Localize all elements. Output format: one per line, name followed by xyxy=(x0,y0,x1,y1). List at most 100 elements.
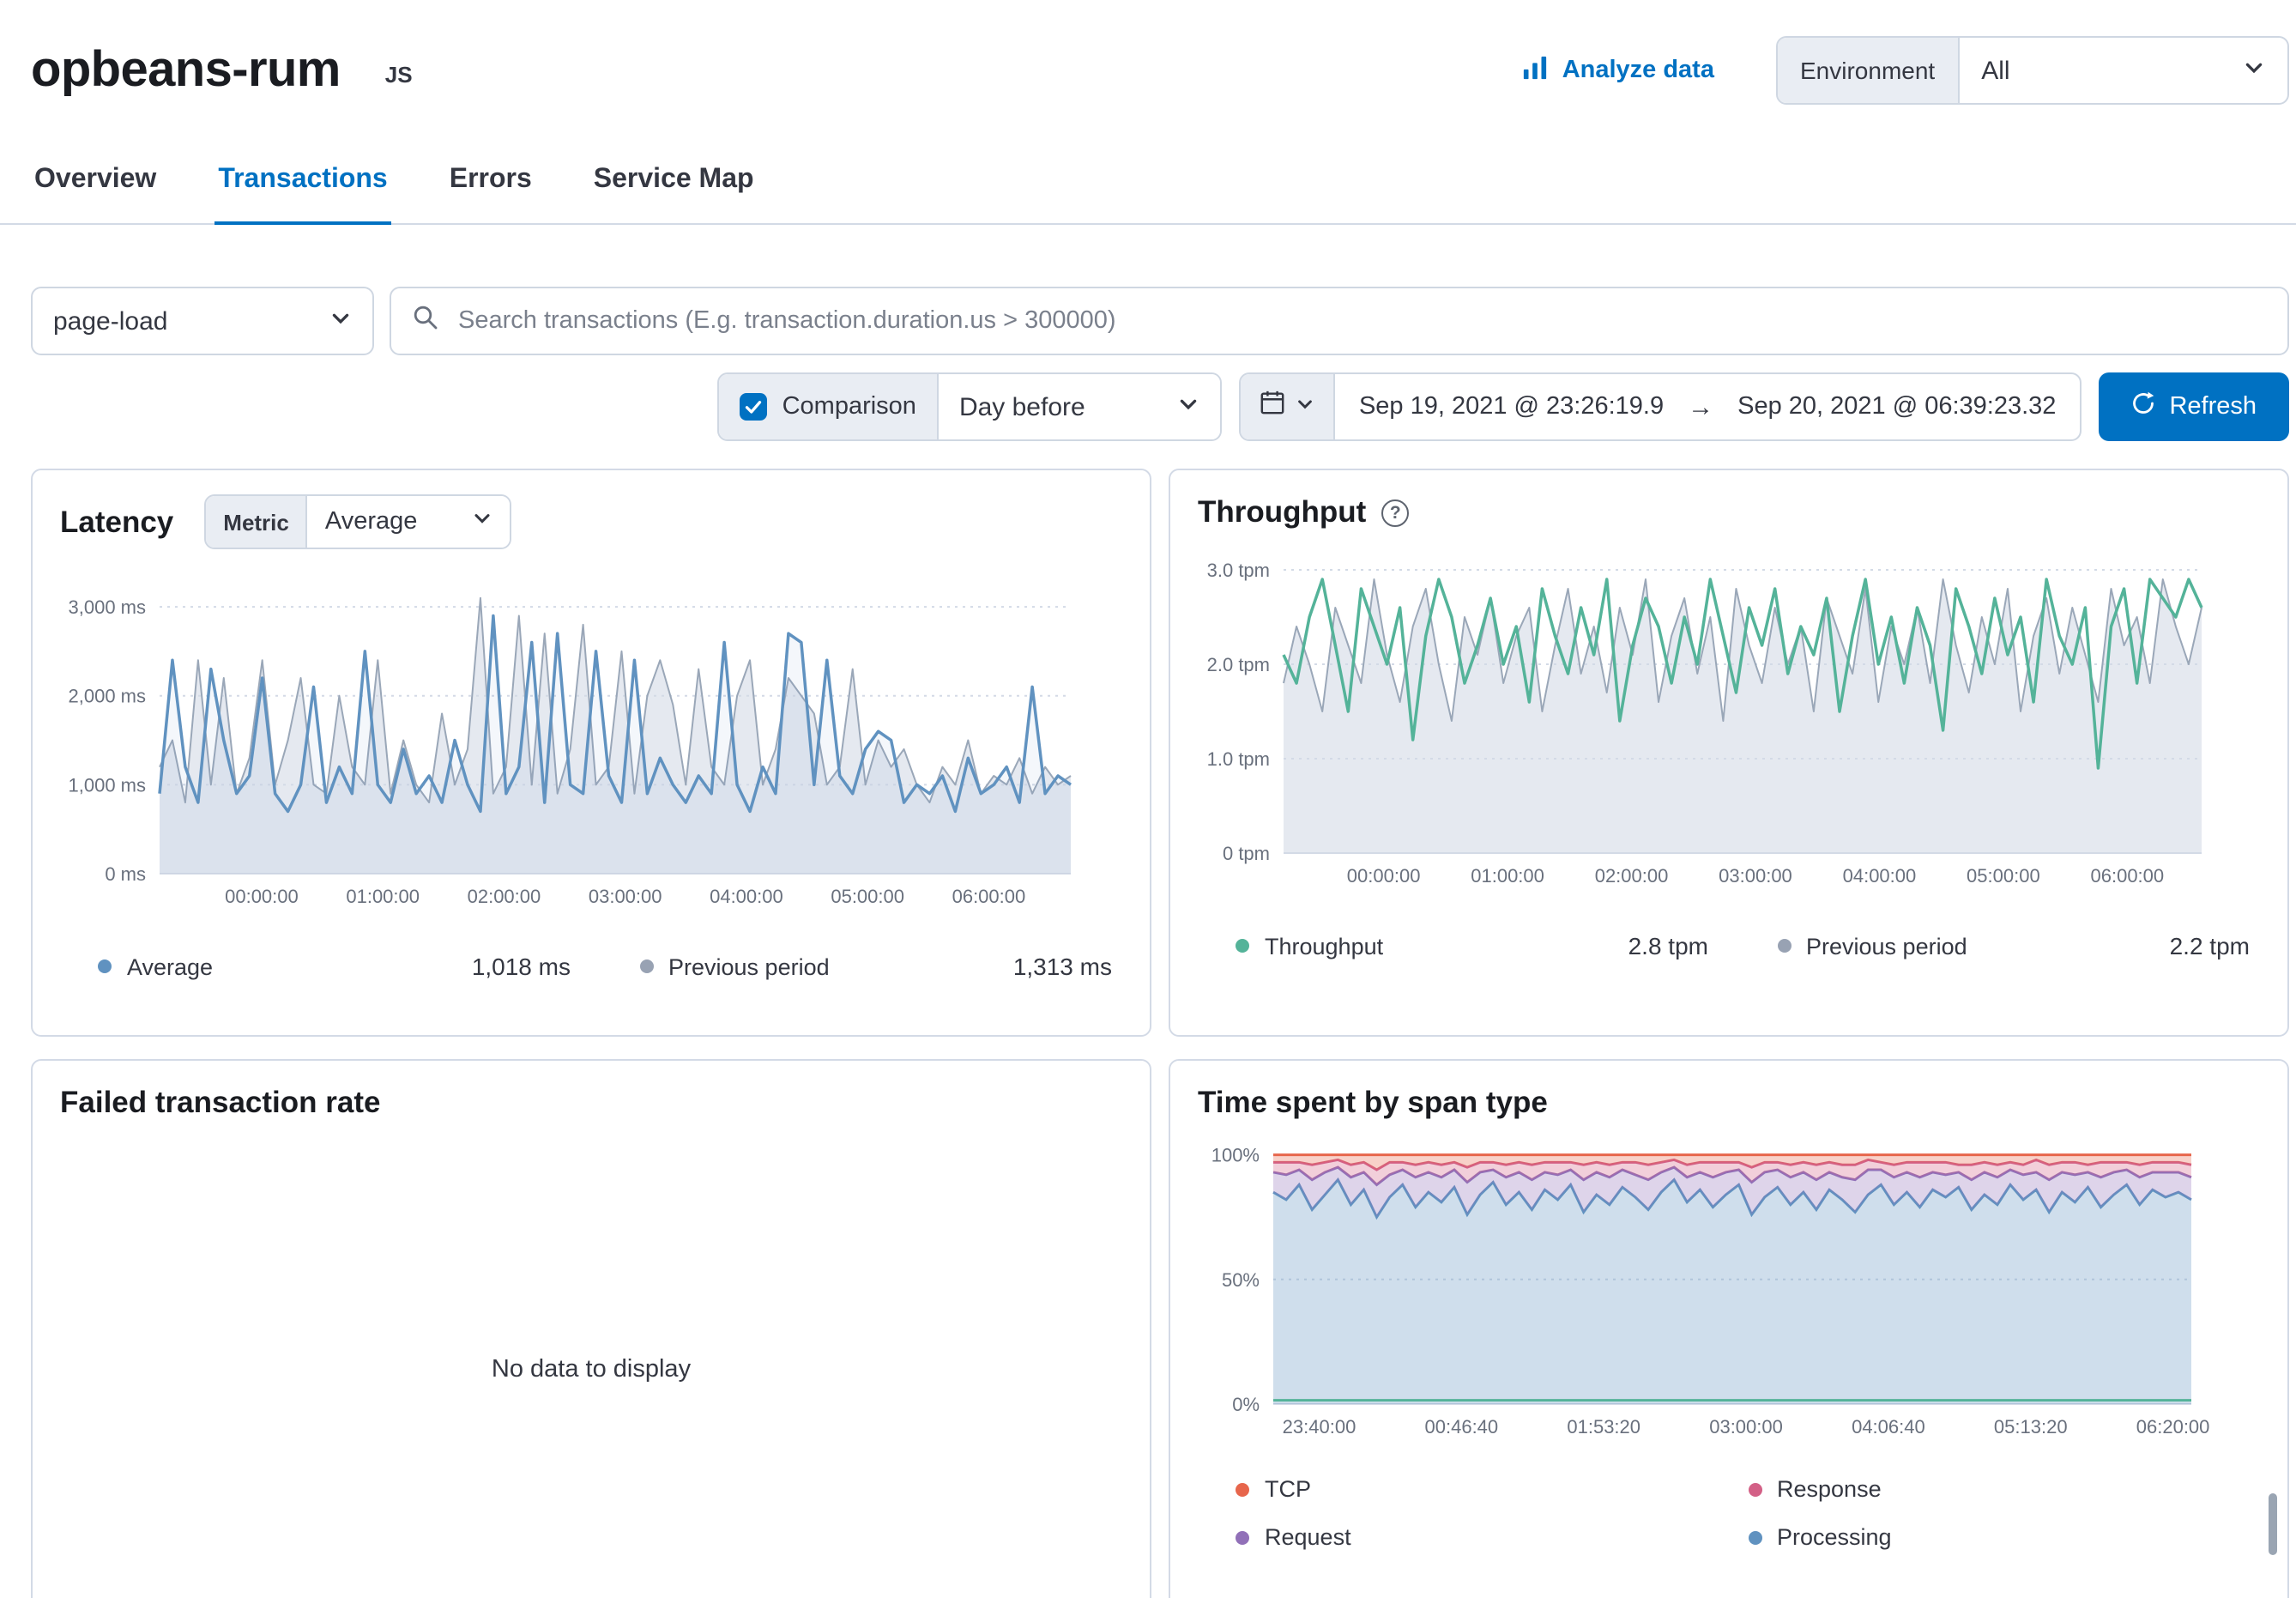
legend-dot xyxy=(1236,939,1249,953)
svg-text:05:00:00: 05:00:00 xyxy=(1967,865,2040,887)
legend-label: Processing xyxy=(1777,1524,1892,1550)
legend-label: TCP xyxy=(1265,1476,1311,1502)
date-end-field[interactable]: Sep 20, 2021 @ 06:39:23.32 xyxy=(1737,393,2057,421)
svg-text:03:00:00: 03:00:00 xyxy=(589,886,662,907)
svg-text:1,000 ms: 1,000 ms xyxy=(69,774,147,796)
search-transactions-box xyxy=(390,287,2289,355)
span-types-panel-head: Time spent by span type xyxy=(1198,1085,2260,1121)
svg-text:00:00:00: 00:00:00 xyxy=(225,886,299,907)
svg-text:01:00:00: 01:00:00 xyxy=(346,886,420,907)
svg-text:02:00:00: 02:00:00 xyxy=(468,886,541,907)
tab-errors[interactable]: Errors xyxy=(449,165,532,194)
environment-control: Environment All xyxy=(1776,36,2289,105)
chevron-down-icon xyxy=(329,306,352,336)
svg-text:100%: 100% xyxy=(1211,1145,1260,1166)
help-icon[interactable]: ? xyxy=(1381,499,1410,526)
failed-rate-panel-head: Failed transaction rate xyxy=(60,1085,1122,1121)
refresh-button[interactable]: Refresh xyxy=(2099,372,2289,441)
time-controls-row: Comparison Day before Sep 19, 2021 @ 23:… xyxy=(31,372,2289,441)
legend-item-tcp[interactable]: TCP xyxy=(1236,1476,1748,1502)
legend-dot xyxy=(1236,1530,1249,1544)
svg-text:2.0 tpm: 2.0 tpm xyxy=(1207,654,1270,675)
chevron-down-icon xyxy=(1177,392,1199,421)
legend-item-average[interactable]: Average 1,018 ms xyxy=(98,953,571,980)
legend-value: 1,018 ms xyxy=(471,953,571,980)
throughput-panel: Throughput ? 0 tpm 1.0 tpm 2.0 tpm 3.0 tpm 0… xyxy=(1169,469,2289,1037)
svg-text:06:20:00: 06:20:00 xyxy=(2136,1416,2210,1438)
svg-text:05:13:20: 05:13:20 xyxy=(1994,1416,2068,1438)
tab-service-map[interactable]: Service Map xyxy=(593,165,754,194)
filter-row: page-load xyxy=(31,287,2289,355)
date-start-field[interactable]: Sep 19, 2021 @ 23:26:19.9 xyxy=(1358,393,1665,421)
legend-dot xyxy=(1748,1482,1761,1496)
throughput-chart[interactable]: 0 tpm 1.0 tpm 2.0 tpm 3.0 tpm 00:00:00 01:00:… xyxy=(1198,541,2260,901)
metric-value: Average xyxy=(324,508,418,536)
environment-value: All xyxy=(1981,56,2010,85)
legend-scrollbar[interactable] xyxy=(2269,1493,2277,1555)
metric-label: Metric xyxy=(206,496,308,548)
svg-text:01:53:20: 01:53:20 xyxy=(1567,1416,1640,1438)
legend-label: Previous period xyxy=(668,953,830,979)
transaction-type-select[interactable]: page-load xyxy=(31,287,374,355)
svg-text:04:00:00: 04:00:00 xyxy=(1843,865,1917,887)
legend-item-response[interactable]: Response xyxy=(1748,1476,2260,1502)
svg-text:1.0 tpm: 1.0 tpm xyxy=(1207,748,1270,770)
comparison-label: Comparison xyxy=(782,393,916,421)
span-types-chart[interactable]: 0% 50% 100% 23:40:00 00:46:40 01:53:20 03:00:0… xyxy=(1198,1135,2260,1452)
latency-metric-control: Metric Average xyxy=(204,494,512,549)
legend-item-previous-period[interactable]: Previous period 1,313 ms xyxy=(639,953,1112,980)
legend-item-previous-period[interactable]: Previous period 2.2 tpm xyxy=(1777,932,2250,959)
search-icon xyxy=(412,303,439,339)
latency-metric-select[interactable]: Average xyxy=(307,496,511,548)
analyze-data-label: Analyze data xyxy=(1562,57,1714,84)
svg-text:00:00:00: 00:00:00 xyxy=(1347,865,1421,887)
environment-select[interactable]: All xyxy=(1959,38,2287,103)
page-title: opbeans-rum xyxy=(31,42,341,97)
svg-text:04:06:40: 04:06:40 xyxy=(1852,1416,1925,1438)
svg-text:0 tpm: 0 tpm xyxy=(1223,843,1270,864)
span-types-title: Time spent by span type xyxy=(1198,1085,1548,1119)
legend-dot xyxy=(1748,1530,1761,1544)
span-types-legend: TCP Response Request Processing xyxy=(1198,1476,2260,1550)
chevron-down-icon xyxy=(1296,391,1314,422)
refresh-label: Refresh xyxy=(2169,393,2257,421)
legend-item-processing[interactable]: Processing xyxy=(1748,1524,2260,1550)
chevron-down-icon xyxy=(2243,56,2265,85)
svg-text:04:00:00: 04:00:00 xyxy=(710,886,783,907)
tab-transactions[interactable]: Transactions xyxy=(214,113,391,225)
legend-label: Previous period xyxy=(1806,933,1967,959)
latency-chart[interactable]: 0 ms 1,000 ms 2,000 ms 3,000 ms 00:00:00 01:0… xyxy=(60,570,1122,922)
svg-text:05:00:00: 05:00:00 xyxy=(831,886,904,907)
comparison-control: Comparison Day before xyxy=(716,372,1222,441)
comparison-checkbox-group[interactable]: Comparison xyxy=(718,374,939,439)
comparison-select[interactable]: Day before xyxy=(938,374,1220,439)
agent-badge: JS xyxy=(384,62,413,88)
svg-text:0%: 0% xyxy=(1232,1394,1260,1415)
svg-text:06:00:00: 06:00:00 xyxy=(952,886,1026,907)
legend-value: 1,313 ms xyxy=(1012,953,1112,980)
chevron-down-icon xyxy=(473,508,493,536)
analyze-data-link[interactable]: Analyze data xyxy=(1523,54,1714,87)
legend-label: Throughput xyxy=(1265,933,1384,959)
svg-text:3.0 tpm: 3.0 tpm xyxy=(1207,560,1270,581)
comparison-checkbox[interactable] xyxy=(739,393,767,421)
latency-panel-head: Latency Metric Average xyxy=(60,494,1122,549)
svg-text:03:00:00: 03:00:00 xyxy=(1709,1416,1783,1438)
svg-text:2,000 ms: 2,000 ms xyxy=(69,686,147,707)
date-quick-select-button[interactable] xyxy=(1240,374,1335,439)
no-data-message: No data to display xyxy=(491,1356,692,1384)
tab-overview[interactable]: Overview xyxy=(34,165,157,194)
legend-item-request[interactable]: Request xyxy=(1236,1524,1748,1550)
svg-text:06:00:00: 06:00:00 xyxy=(2091,865,2165,887)
failed-rate-title: Failed transaction rate xyxy=(60,1085,381,1119)
legend-item-throughput[interactable]: Throughput 2.8 tpm xyxy=(1236,932,1708,959)
transaction-type-value: page-load xyxy=(53,306,168,336)
latency-title: Latency xyxy=(60,504,174,538)
svg-text:3,000 ms: 3,000 ms xyxy=(69,596,147,618)
search-transactions-input[interactable] xyxy=(455,306,2267,336)
page-header: opbeans-rum JS Analyze data Environment … xyxy=(0,0,2296,113)
date-picker: Sep 19, 2021 @ 23:26:19.9 → Sep 20, 2021… xyxy=(1238,372,2082,441)
svg-text:01:00:00: 01:00:00 xyxy=(1471,865,1544,887)
latency-legend: Average 1,018 ms Previous period 1,313 m… xyxy=(60,953,1122,980)
